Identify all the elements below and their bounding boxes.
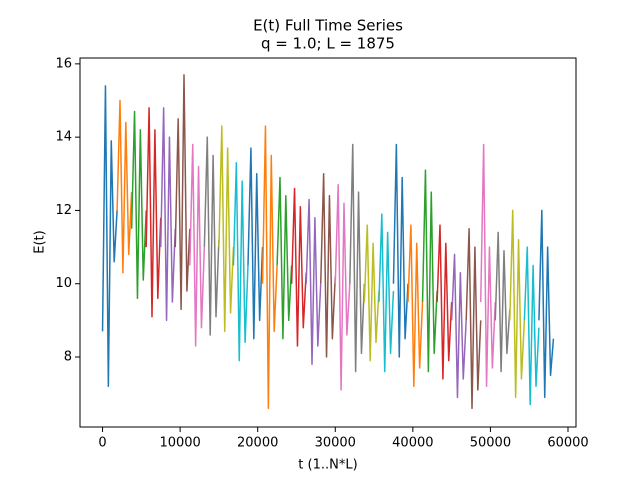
x-tick-label: 40000	[392, 436, 433, 451]
series-line	[421, 169, 438, 373]
y-tick-label: 16	[55, 56, 72, 71]
y-axis-label: E(t)	[33, 230, 48, 253]
series-line	[465, 228, 482, 410]
series-line	[494, 231, 511, 373]
series-line	[218, 125, 235, 333]
series-line	[159, 107, 177, 322]
y-tick-label: 14	[55, 130, 72, 145]
series-line	[290, 187, 307, 347]
series-line	[116, 99, 133, 274]
series-line	[450, 253, 467, 399]
series-line	[479, 143, 497, 388]
series-line	[392, 143, 409, 358]
y-tick-label: 8	[64, 350, 72, 365]
series-line	[203, 136, 220, 336]
series-line	[509, 209, 526, 399]
series-line	[407, 224, 424, 388]
series-line	[174, 74, 191, 311]
x-tick-label: 0	[98, 436, 106, 451]
chart-title: E(t) Full Time Series	[253, 17, 403, 35]
series-line	[247, 147, 264, 340]
y-tick-label: 12	[55, 203, 72, 218]
series-line	[305, 198, 322, 366]
series-line	[261, 125, 278, 410]
series-line	[189, 143, 206, 347]
x-tick-label: 50000	[470, 436, 511, 451]
series-line	[130, 110, 147, 300]
x-axis-label: t (1..N*L)	[298, 458, 357, 473]
series-line	[436, 224, 453, 380]
series-line	[349, 143, 366, 373]
series-line	[101, 85, 118, 388]
series-line	[538, 209, 555, 399]
series-line	[232, 162, 249, 362]
series-line	[523, 246, 540, 406]
series-line	[378, 213, 395, 373]
axes-frame	[79, 57, 577, 428]
y-tick-label: 10	[55, 276, 72, 291]
series-line	[276, 176, 293, 340]
plot-area	[101, 74, 555, 410]
chart-subtitle: q = 1.0; L = 1875	[261, 35, 395, 53]
series-line	[334, 184, 351, 391]
series-line	[363, 224, 380, 362]
series-line	[319, 173, 337, 358]
x-tick-label: 20000	[237, 436, 278, 451]
series-line	[145, 107, 162, 318]
x-tick-label: 10000	[159, 436, 200, 451]
x-tick-label: 60000	[547, 436, 588, 451]
x-tick-label: 30000	[315, 436, 356, 451]
